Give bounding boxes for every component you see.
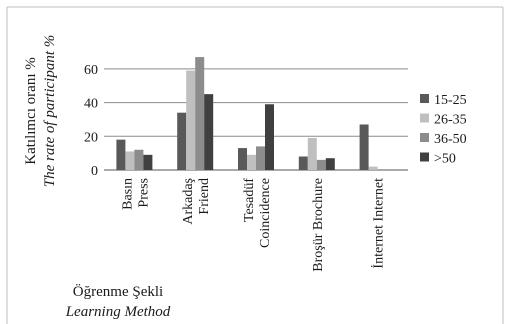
x-category-label: Tesadüf bbox=[242, 178, 257, 222]
x-category-label: Coincidence bbox=[258, 178, 273, 248]
y-tick-label: 60 bbox=[84, 63, 98, 78]
x-axis-title-english: Learning Method bbox=[65, 304, 171, 320]
bar bbox=[143, 154, 153, 170]
x-category-label: Press bbox=[136, 178, 151, 208]
bar bbox=[125, 151, 135, 170]
x-category-label: Friend bbox=[197, 178, 212, 215]
legend-swatch bbox=[420, 133, 429, 142]
bar bbox=[307, 137, 317, 170]
bar bbox=[325, 158, 335, 170]
bar bbox=[256, 146, 265, 170]
x-category-label: Broşür Brochure bbox=[311, 178, 326, 272]
bar bbox=[134, 149, 144, 170]
bar bbox=[186, 70, 196, 170]
bar bbox=[204, 94, 214, 170]
legend-swatch bbox=[420, 94, 429, 103]
legend-label: 15-25 bbox=[434, 93, 467, 108]
x-category-label: Basın bbox=[120, 178, 135, 210]
legend: 15-25 26-35 36-50 >50 bbox=[420, 93, 467, 167]
legend-swatch bbox=[420, 113, 429, 123]
bar bbox=[265, 104, 274, 170]
legend-label: >50 bbox=[434, 152, 456, 167]
bar bbox=[247, 154, 256, 170]
bar bbox=[238, 148, 247, 170]
legend-label: 26-35 bbox=[434, 113, 467, 128]
y-axis-title-english: The rate of participant % bbox=[42, 35, 58, 188]
legend-swatch bbox=[420, 152, 429, 162]
bars bbox=[116, 57, 378, 170]
x-category-labels: Basın Press Arkadaş Friend Tesadüf Coincidenc… bbox=[120, 178, 386, 272]
chart-frame bbox=[6, 6, 504, 324]
bar bbox=[368, 166, 378, 170]
y-tick-label: 0 bbox=[91, 164, 98, 179]
y-tick-label: 40 bbox=[84, 97, 98, 112]
bar bbox=[177, 112, 187, 170]
bar bbox=[316, 159, 326, 170]
y-tick-labels: 0 20 40 60 bbox=[84, 63, 98, 179]
axis-titles: Katılımcı oranı % The rate of participan… bbox=[23, 35, 171, 320]
bar bbox=[195, 57, 205, 170]
y-tick-label: 20 bbox=[84, 130, 98, 145]
x-axis-title: Öğrenme Şekli bbox=[73, 283, 163, 300]
bar bbox=[298, 156, 308, 170]
y-axis-title: Katılımcı oranı % bbox=[23, 57, 39, 164]
x-category-label: Arkadaş bbox=[181, 178, 196, 225]
legend-label: 36-50 bbox=[434, 132, 467, 147]
x-category-label: İnternet Internet bbox=[371, 178, 387, 269]
bar bbox=[359, 124, 369, 170]
bar bbox=[116, 139, 126, 170]
